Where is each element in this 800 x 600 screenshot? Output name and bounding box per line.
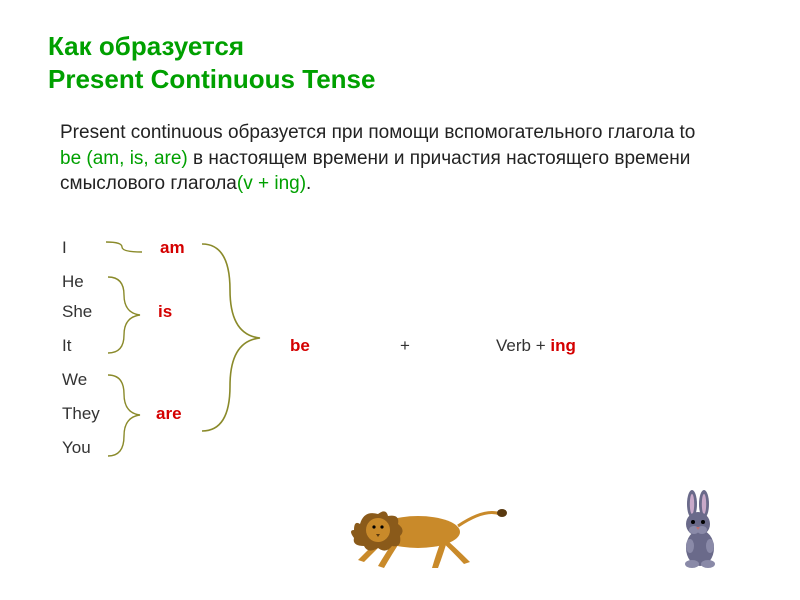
description-text: Present continuous образуется при помощи… bbox=[60, 120, 700, 197]
brace-be bbox=[196, 240, 276, 435]
ing-suffix: ing bbox=[550, 336, 576, 355]
pronoun-i: I bbox=[62, 238, 67, 258]
pronoun-you: You bbox=[62, 438, 91, 458]
verb-prefix: Verb + bbox=[496, 336, 550, 355]
rabbit-icon bbox=[670, 490, 730, 570]
pronoun-it: It bbox=[62, 336, 71, 356]
aux-is: is bbox=[158, 302, 172, 322]
desc-part3: . bbox=[306, 173, 311, 194]
pronoun-they: They bbox=[62, 404, 100, 424]
page-title: Как образуется Present Continuous Tense bbox=[48, 30, 375, 95]
label-plus: + bbox=[400, 336, 410, 356]
title-line1: Как образуется bbox=[48, 31, 244, 61]
brace-are bbox=[104, 373, 152, 458]
brace-am bbox=[104, 240, 144, 254]
title-line2: Present Continuous Tense bbox=[48, 64, 375, 94]
desc-ving: (v + ing) bbox=[237, 173, 306, 194]
label-verb-ing: Verb + ing bbox=[496, 336, 576, 356]
pronoun-he: He bbox=[62, 272, 84, 292]
pronoun-we: We bbox=[62, 370, 87, 390]
brace-is bbox=[104, 275, 152, 355]
aux-am: am bbox=[160, 238, 185, 258]
pronoun-she: She bbox=[62, 302, 92, 322]
lion-icon bbox=[340, 496, 510, 576]
label-be: be bbox=[290, 336, 310, 356]
aux-are: are bbox=[156, 404, 182, 424]
desc-be-phrase: be (am, is, are) bbox=[60, 148, 188, 169]
desc-part1: Present continuous образуется при помощи… bbox=[60, 122, 695, 143]
